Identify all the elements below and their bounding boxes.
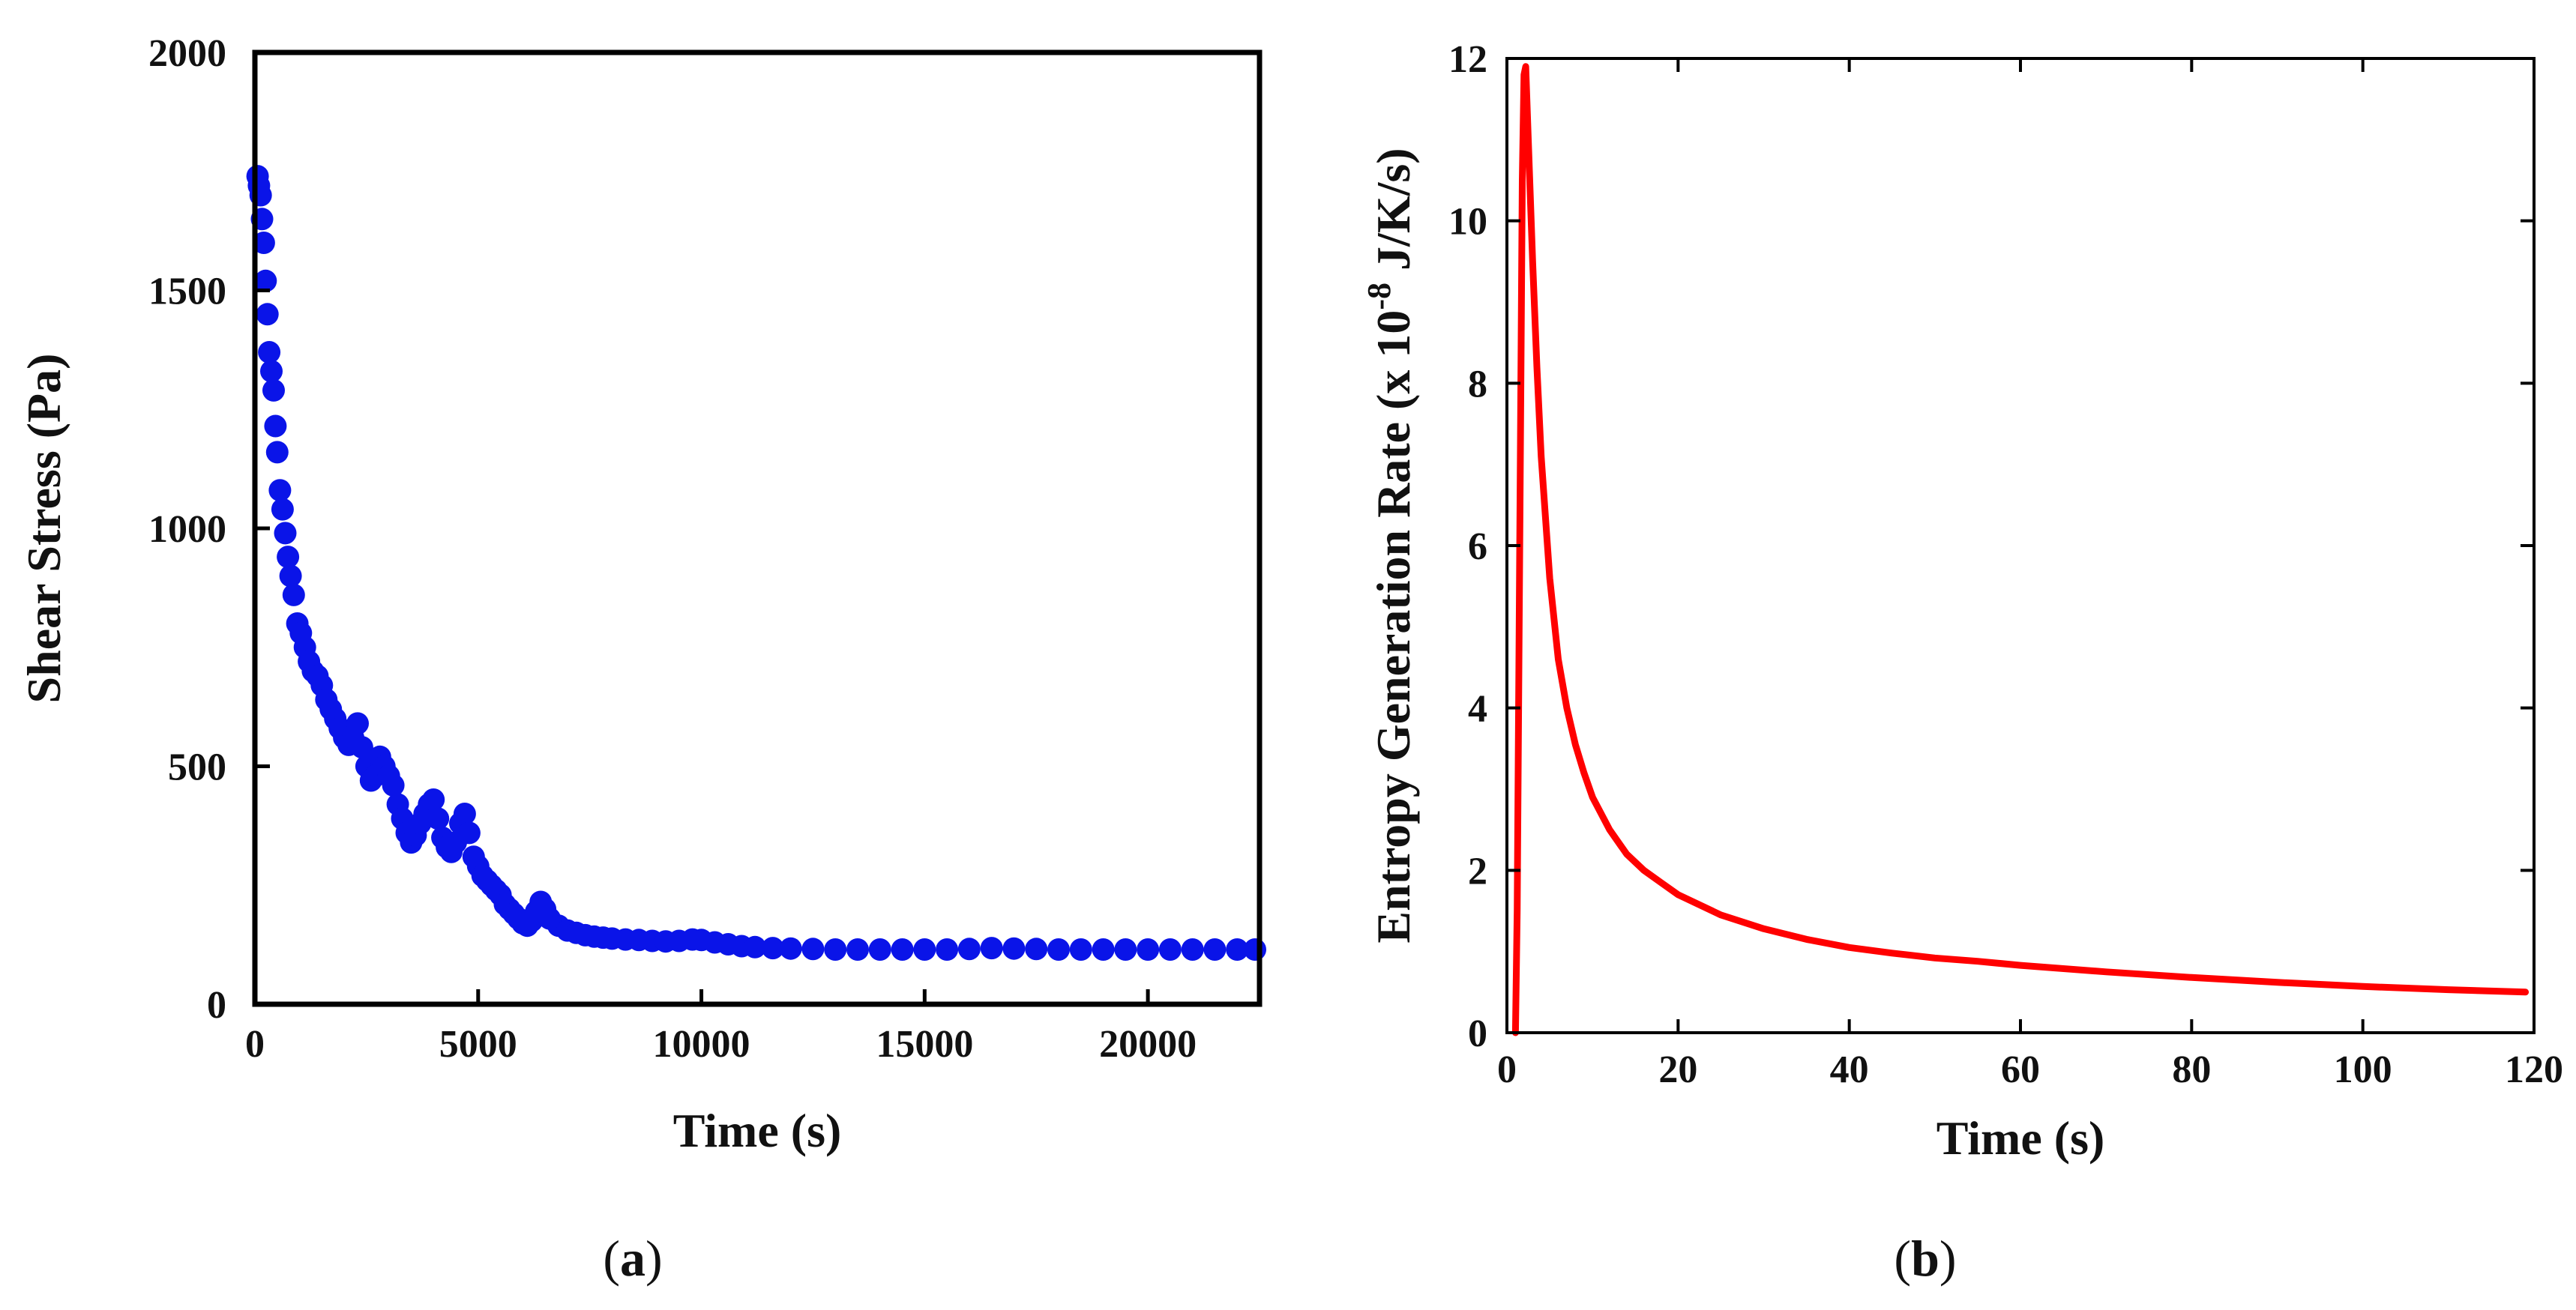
- panel-b-ticks: 0 20 40 60 80 100 120 0 2 4 6 8 10 12: [1448, 38, 2563, 1091]
- panel-a-data-point: [1025, 938, 1048, 961]
- panel-a-x-tick-label: 5000: [439, 1023, 517, 1066]
- panel-b-x-tick-label: 120: [2505, 1048, 2563, 1091]
- panel-a-data-point: [453, 803, 476, 825]
- panel-b-y-tick-label: 10: [1448, 201, 1487, 244]
- panel-b-y-axis-title-unit: J/K/s): [1367, 148, 1420, 283]
- panel-b-x-tick-label: 0: [1497, 1048, 1517, 1091]
- panel-a-data-point: [1114, 938, 1137, 961]
- panel-a-data-point: [936, 938, 959, 961]
- panel-a-data-point: [1158, 938, 1182, 961]
- panel-b-caption-letter: b: [1911, 1230, 1939, 1287]
- panel-a-y-tick-label: 2000: [148, 32, 226, 75]
- panel-a-y-tick-label: 1500: [148, 271, 226, 313]
- panel-a-data-point: [265, 441, 289, 464]
- panel-a-data-point: [282, 583, 305, 606]
- panel-a-data-point: [427, 807, 450, 830]
- panel-a-data-point: [824, 938, 847, 961]
- panel-b-x-tick-label: 20: [1658, 1048, 1697, 1091]
- panel-a-y-axis-title: Shear Stress (Pa): [17, 354, 70, 704]
- panel-a-caption: (a): [603, 1230, 662, 1287]
- panel-a-data-point: [258, 341, 281, 363]
- panel-b-y-tick-label: 2: [1468, 850, 1487, 893]
- panel-a-data-point: [422, 788, 445, 811]
- panel-a-scatter-points: [246, 165, 1266, 961]
- panel-a-data-point: [254, 269, 277, 292]
- panel-b-x-axis-title: Time (s): [1936, 1111, 2105, 1165]
- panel-a-chart: 0 5000 10000 15000 20000 0 500 1000 1500 2000 Tim…: [17, 32, 1266, 1287]
- panel-b-y-tick-label: 8: [1468, 363, 1487, 405]
- panel-a-data-point: [260, 360, 283, 383]
- panel-a-data-point: [891, 938, 914, 961]
- panel-a-data-point: [744, 935, 766, 959]
- panel-b-x-tick-label: 100: [2334, 1048, 2392, 1091]
- panel-a-data-point: [868, 938, 891, 961]
- panel-a-data-point: [1047, 938, 1070, 961]
- panel-a-data-point: [264, 414, 287, 438]
- panel-a-data-point: [268, 479, 292, 502]
- panel-a-x-tick-label: 20000: [1099, 1023, 1197, 1066]
- panel-a-x-tick-label: 0: [245, 1023, 265, 1066]
- panel-b-y-axis-title: Entropy Generation Rate (x 10-8 J/K/s): [1361, 148, 1420, 943]
- panel-b-y-tick-label: 4: [1468, 688, 1487, 731]
- panel-a-data-point: [277, 546, 300, 569]
- panel-a-data-point: [1002, 937, 1026, 960]
- panel-b-x-tick-label: 40: [1830, 1048, 1869, 1091]
- panel-a-y-tick-label: 500: [168, 746, 226, 789]
- panel-a-data-point: [913, 938, 936, 961]
- panel-a-caption-letter: a: [620, 1230, 645, 1287]
- panel-a-data-point: [1203, 938, 1227, 961]
- panel-b-caption: (b): [1894, 1230, 1956, 1287]
- panel-a-data-point: [256, 303, 279, 326]
- panel-a-data-point: [957, 938, 981, 961]
- panel-a-data-point: [801, 938, 825, 961]
- panel-a-y-tick-label: 1000: [148, 508, 226, 551]
- panel-a-x-tick-label: 15000: [876, 1023, 973, 1066]
- panel-a-ticks: 0 5000 10000 15000 20000 0 500 1000 1500 2000: [148, 32, 1197, 1066]
- panel-b-x-tick-label: 80: [2172, 1048, 2211, 1091]
- panel-a-data-point: [274, 522, 297, 545]
- panel-b-chart: 0 20 40 60 80 100 120 0 2 4 6 8 10 12 Time (s) Entrop…: [1361, 38, 2563, 1287]
- panel-a-data-point: [271, 498, 294, 521]
- panel-a-data-point: [382, 773, 405, 797]
- panel-a-data-point: [779, 937, 802, 960]
- panel-a-data-point: [252, 232, 275, 254]
- panel-a-data-point: [1137, 938, 1160, 961]
- panel-a-data-point: [457, 821, 481, 845]
- panel-a-data-point: [1226, 938, 1249, 961]
- panel-a-data-point: [350, 736, 373, 759]
- panel-a-data-point: [279, 564, 302, 588]
- panel-a-data-point: [1181, 938, 1204, 961]
- panel-a-x-axis-title: Time (s): [673, 1104, 842, 1157]
- panel-b-y-tick-label: 6: [1468, 525, 1487, 568]
- panel-a-y-tick-label: 0: [207, 984, 226, 1027]
- panel-a-data-point: [346, 712, 369, 735]
- panel-a-plot-frame: [252, 49, 1263, 1007]
- panel-b-y-axis-title-exponent: -8: [1361, 283, 1397, 310]
- panel-b-series-line: [1511, 63, 2530, 1036]
- panel-a-data-point: [1092, 938, 1115, 961]
- panel-a-data-point: [262, 378, 285, 402]
- panel-a-data-point: [846, 938, 869, 961]
- panel-a-data-point: [980, 937, 1003, 960]
- panel-a-data-point: [1244, 938, 1266, 961]
- panel-b-x-tick-label: 60: [2001, 1048, 2040, 1091]
- panel-a-data-point: [1069, 938, 1092, 961]
- panel-b-y-axis-title-main: Entropy Generation Rate (x 10: [1367, 310, 1420, 944]
- panel-a-x-tick-label: 10000: [653, 1023, 750, 1066]
- panel-b-y-tick-label: 0: [1468, 1012, 1487, 1055]
- panel-b-y-tick-label: 12: [1448, 38, 1487, 81]
- panel-a-data-point: [761, 937, 784, 960]
